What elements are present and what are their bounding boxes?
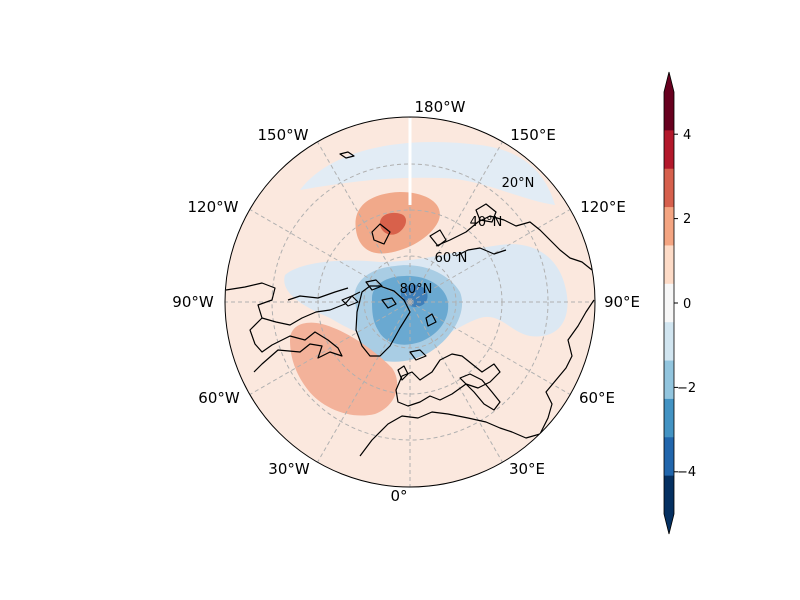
lon-label-60e: 60°E — [579, 389, 615, 407]
colorbar-tick-neg4: −4 — [677, 465, 696, 480]
colorbar-segment — [664, 283, 674, 323]
colorbar-segments — [664, 92, 674, 515]
lon-label-150w: 150°W — [258, 126, 309, 144]
colorbar-segment — [664, 130, 674, 170]
colorbar-segment — [664, 475, 674, 515]
coastlines — [225, 151, 595, 457]
lon-label-30e: 30°E — [509, 460, 545, 478]
colorbar-segment — [664, 207, 674, 246]
lon-label-120e: 120°E — [580, 198, 626, 216]
colorbar-outline — [663, 71, 675, 535]
map-border — [224, 116, 596, 488]
lat-label-40n: 40°N — [470, 215, 503, 230]
colorbar-segment — [664, 398, 674, 438]
colorbar-segment — [664, 168, 674, 208]
colorbar-extend-bottom — [664, 514, 674, 534]
lon-label-150e: 150°E — [510, 126, 556, 144]
colorbar-segment — [664, 360, 674, 400]
colorbar-extend-top — [664, 72, 674, 92]
lon-label-180w: 180°W — [415, 98, 466, 116]
longitude-labels: 180°W 150°W 150°E 120°W 120°E 90°W 90°E … — [172, 98, 640, 505]
lat-label-60n: 60°N — [435, 251, 468, 266]
lon-label-90w: 90°W — [172, 293, 214, 311]
lon-label-60w: 60°W — [198, 389, 240, 407]
colorbar-segment — [664, 437, 674, 477]
anomaly-negative-arctic-inner — [400, 284, 428, 307]
lat-label-80n: 80°N — [400, 282, 433, 297]
lon-label-0: 0° — [390, 487, 407, 505]
grid-lat-40 — [271, 163, 549, 441]
colorbar-tick-4: 4 — [683, 128, 691, 143]
latitude-labels: 20°N 40°N 60°N 80°N — [400, 176, 535, 297]
lon-label-90e: 90°E — [604, 293, 640, 311]
colorbar-segment — [664, 245, 674, 285]
lat-label-20n: 20°N — [502, 176, 535, 191]
colorbar-tick-2: 2 — [683, 212, 691, 227]
anomaly-negative-pacific — [300, 142, 555, 205]
lon-label-120w: 120°W — [188, 198, 239, 216]
colorbar-tick-0: 0 — [683, 297, 691, 312]
map-disk — [225, 117, 595, 487]
colorbar: 4 2 0 −2 −4 — [663, 71, 696, 535]
colorbar-segment — [664, 322, 674, 362]
lon-label-30w: 30°W — [268, 460, 310, 478]
colorbar-ticks — [674, 133, 678, 473]
anomaly-positive-atlantic — [290, 322, 398, 416]
colorbar-segment — [664, 92, 674, 131]
colorbar-tick-neg2: −2 — [677, 381, 696, 396]
